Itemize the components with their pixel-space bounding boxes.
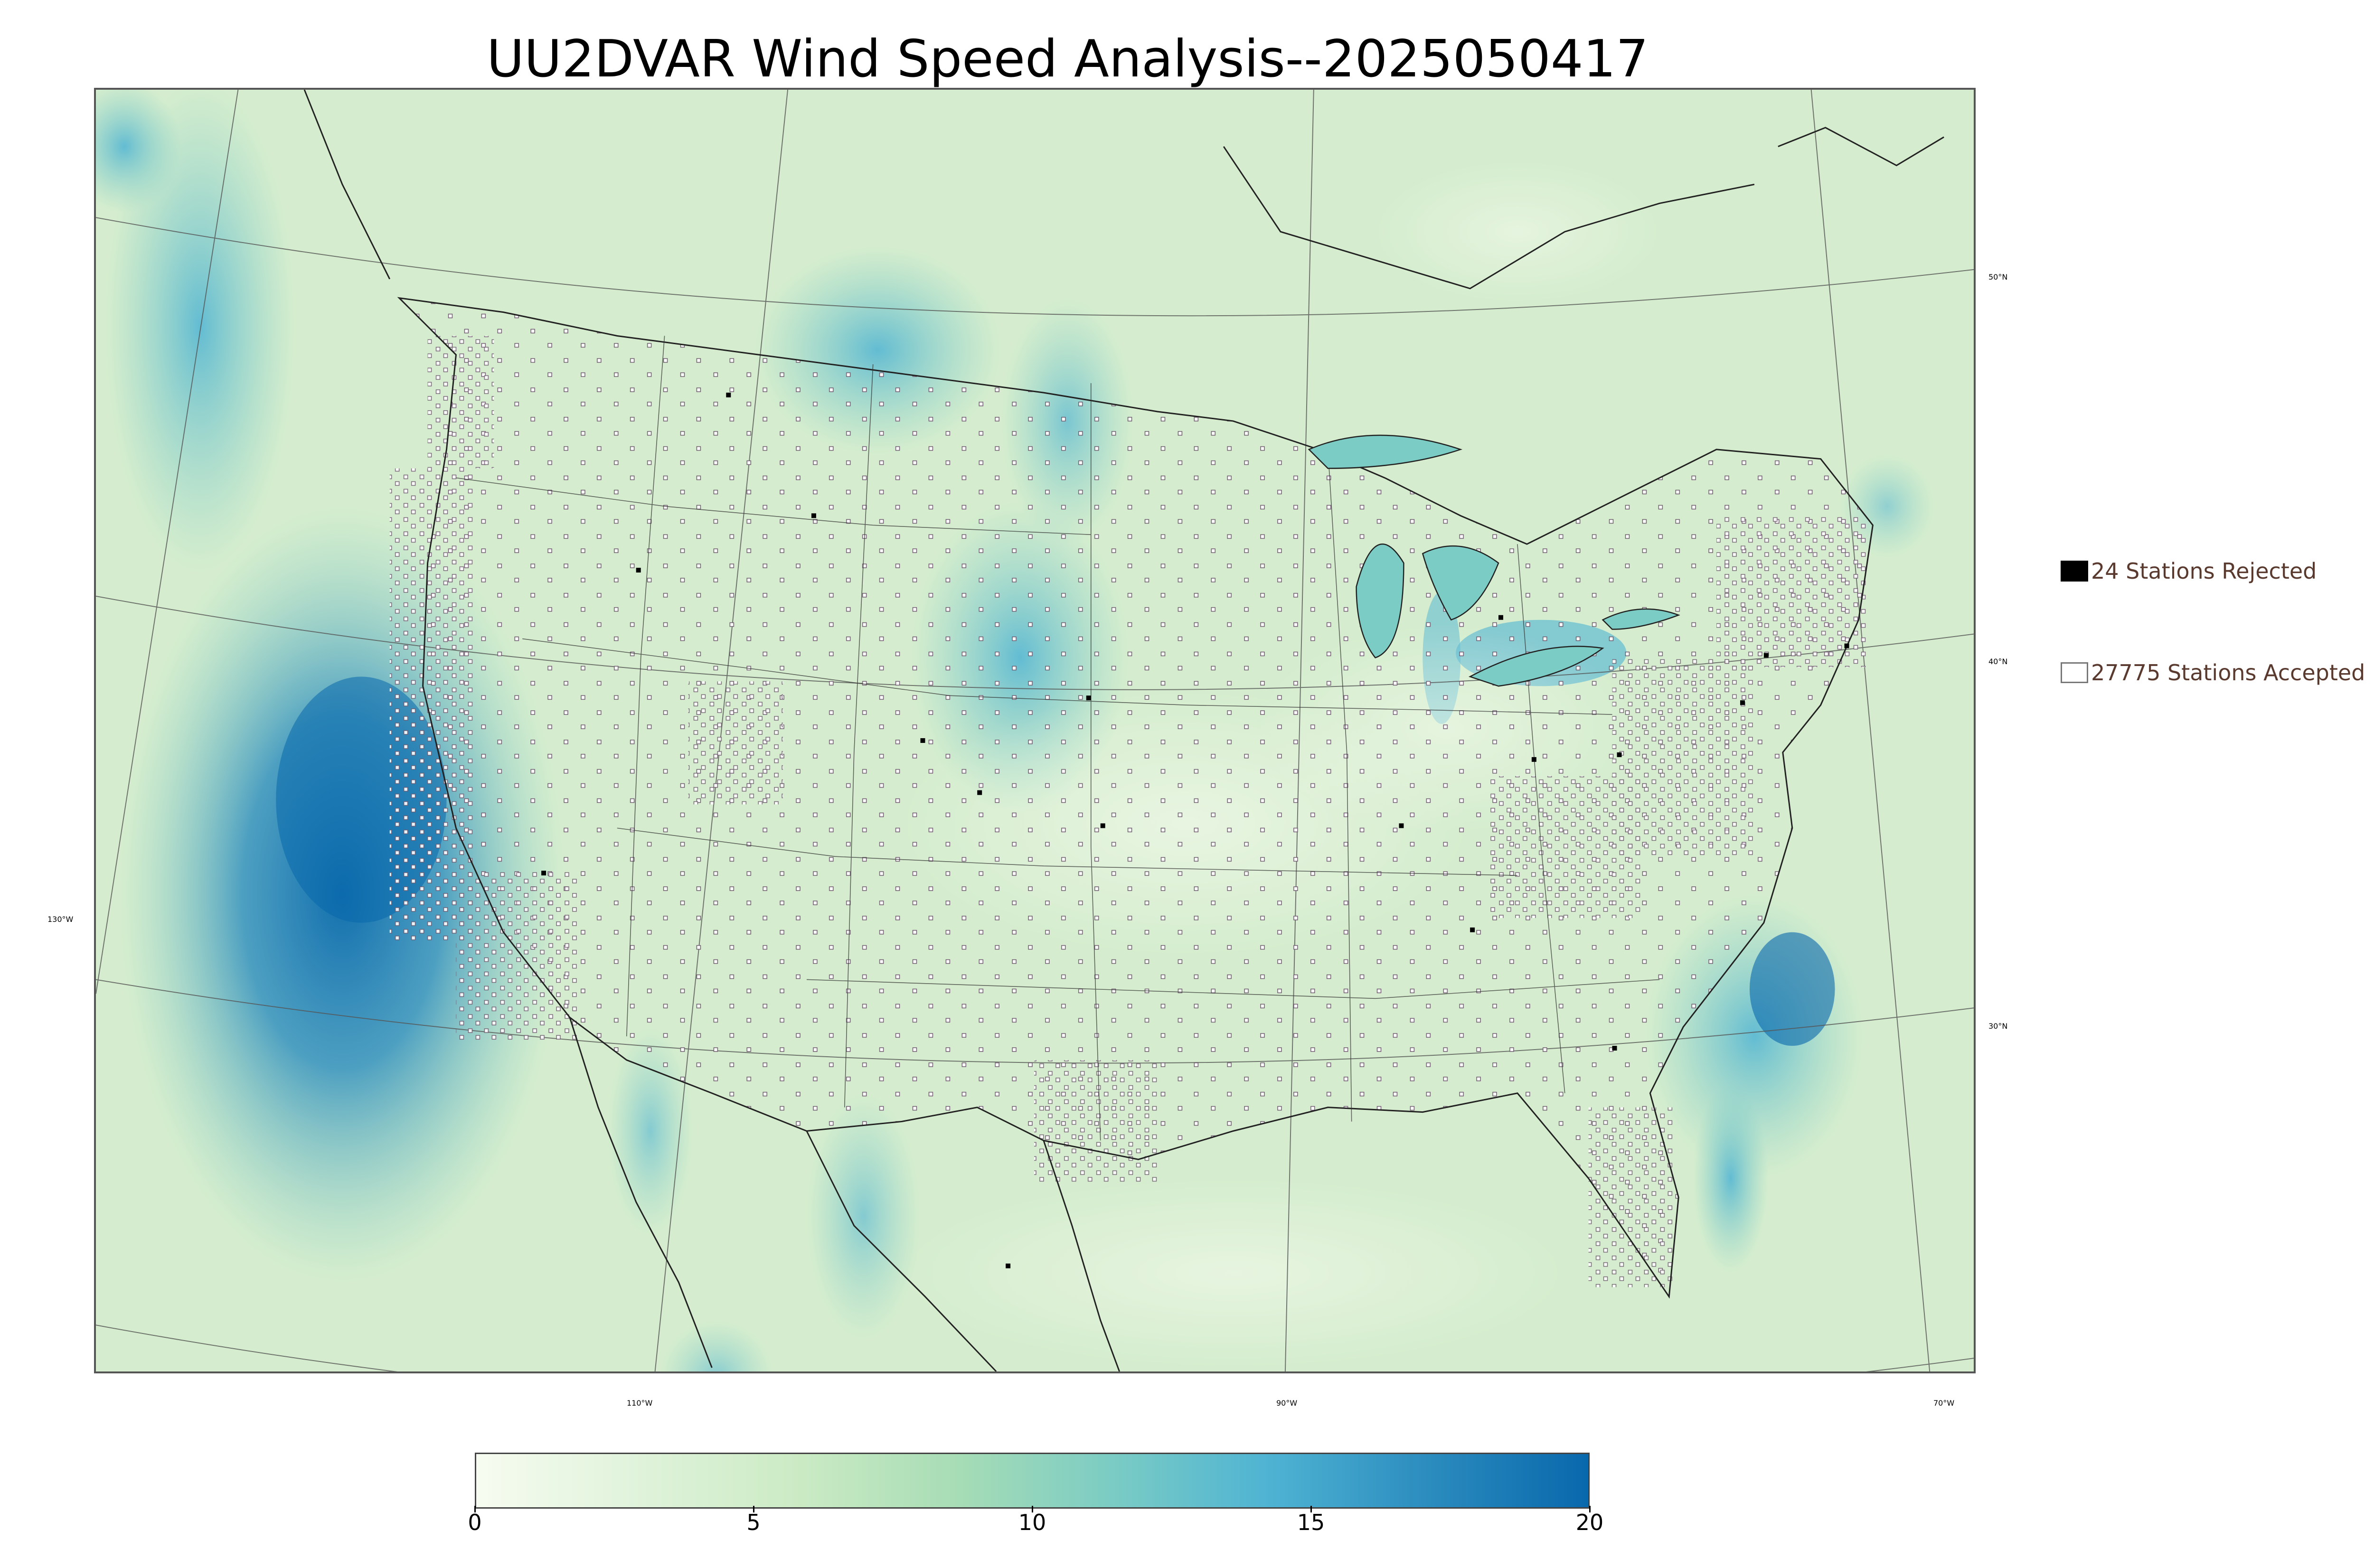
graticule (96, 90, 1974, 1371)
lon-label-110w: 110°W (627, 1399, 653, 1408)
colorbar-tick (753, 1506, 754, 1512)
wind-speed-colorbar (475, 1453, 1590, 1509)
mexico-coastline (569, 1017, 1121, 1371)
lon-label-70w: 70°W (1933, 1399, 1955, 1408)
colorbar-tick-label: 10 (1018, 1510, 1046, 1535)
station-dense-east (1489, 516, 1868, 1287)
legend-rejected-label: 24 Stations Rejected (2091, 558, 2317, 584)
colorbar-tick (474, 1506, 476, 1512)
great-lakes (1308, 434, 1680, 687)
lat-label-40n: 40°N (1988, 657, 2008, 666)
colorbar-tick (1032, 1506, 1033, 1512)
colorbar-tick-label: 15 (1297, 1510, 1325, 1535)
lat-label-50n: 50°N (1988, 272, 2008, 282)
legend-accepted: 27775 Stations Accepted (2061, 660, 2365, 685)
colorbar-tick (1589, 1506, 1591, 1512)
colorbar-tick-label: 20 (1575, 1510, 1604, 1535)
legend-accepted-label: 27775 Stations Accepted (2091, 660, 2365, 685)
lon-label-90w: 90°W (1276, 1399, 1298, 1408)
wind-speed-map[interactable] (94, 88, 1976, 1373)
accepted-swatch (2061, 662, 2088, 683)
colorbar-tick-label: 0 (468, 1510, 482, 1535)
rejected-stations (541, 393, 1849, 1268)
us-coastline (397, 297, 1874, 1299)
canada-coastline (303, 90, 1944, 290)
rejected-swatch (2061, 561, 2088, 582)
colorbar-tick-label: 5 (746, 1510, 761, 1535)
map-title: UU2DVAR Wind Speed Analysis--2025050417 (487, 29, 1649, 89)
lat-label-30n: 30°N (1988, 1022, 2008, 1031)
station-dense-west (389, 336, 1158, 1183)
colorbar-tick (1310, 1506, 1312, 1512)
state-borders (456, 336, 1660, 1141)
map-canvas[interactable] (96, 90, 1974, 1371)
lon-label-130w: 130°W (47, 915, 74, 924)
legend-rejected: 24 Stations Rejected (2061, 558, 2317, 584)
